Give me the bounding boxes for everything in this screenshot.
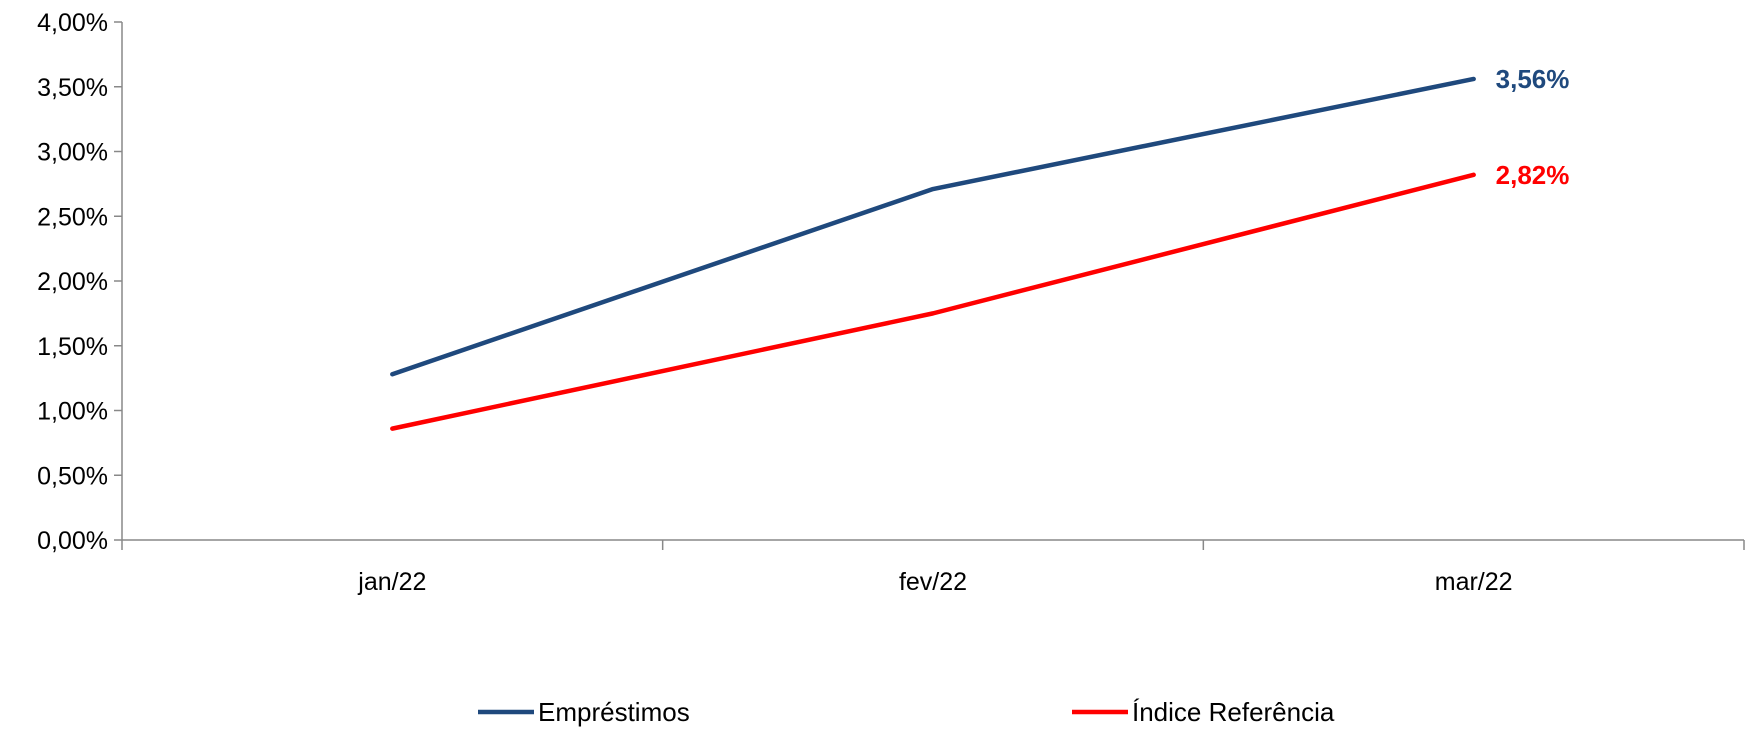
data-labels: 3,56% 2,82% — [1496, 64, 1570, 190]
series-line — [392, 175, 1473, 429]
legend-label: Empréstimos — [538, 697, 690, 727]
y-tick-label: 1,00% — [37, 398, 108, 426]
legend: Empréstimos Índice Referência — [478, 697, 1335, 727]
y-tick-label: 2,50% — [37, 203, 108, 231]
y-tick-labels: 0,00% 0,50% 1,00% 1,50% 2,00% 2,50% 3,00% 3,50%… — [37, 9, 108, 555]
x-tick-label: mar/22 — [1435, 568, 1513, 596]
axes — [114, 22, 1744, 550]
y-tick-label: 2,00% — [37, 268, 108, 296]
x-tick-labels: jan/22 fev/22 mar/22 — [357, 568, 1512, 596]
data-label: 3,56% — [1496, 64, 1570, 94]
series-lines — [392, 79, 1474, 429]
y-tick-label: 0,50% — [37, 462, 108, 490]
y-tick-label: 4,00% — [37, 9, 108, 37]
y-tick-label: 1,50% — [37, 333, 108, 361]
x-tick-label: fev/22 — [899, 568, 967, 596]
y-tick-label: 0,00% — [37, 527, 108, 555]
legend-label: Índice Referência — [1132, 697, 1335, 727]
data-label: 2,82% — [1496, 160, 1570, 190]
x-tick-label: jan/22 — [357, 568, 426, 596]
series-line — [392, 79, 1473, 374]
y-tick-label: 3,50% — [37, 74, 108, 102]
y-tick-label: 3,00% — [37, 139, 108, 167]
